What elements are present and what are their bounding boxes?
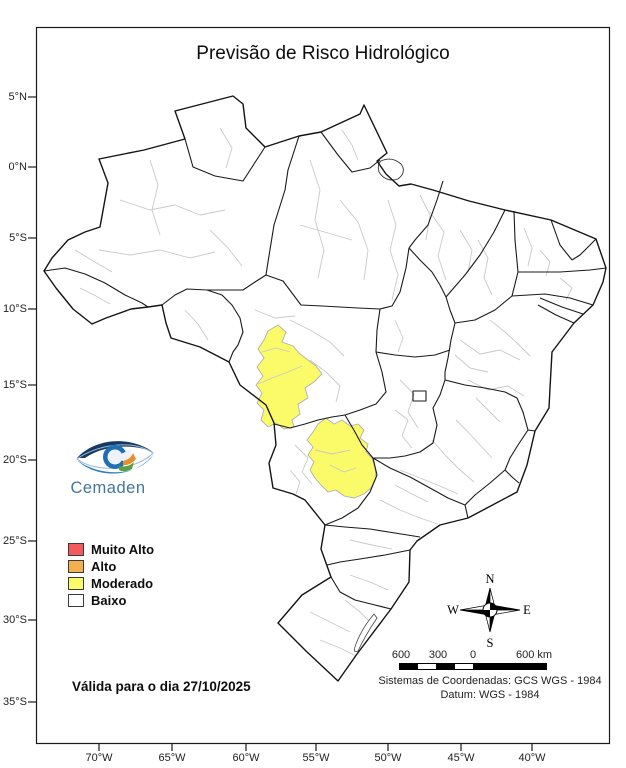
lon-label-65w: 65°W [158, 752, 186, 764]
lon-label-50w: 50°W [374, 752, 402, 764]
coordinate-system-note: Sistemas de Coordenadas: GCS WGS - 1984 … [372, 675, 608, 702]
state-boundaries [43, 131, 607, 610]
compass-w-label: W [447, 603, 459, 617]
lon-label-45w: 45°W [447, 752, 475, 764]
legend-label-muito-alto: Muito Alto [91, 542, 155, 557]
legend-label-moderado: Moderado [91, 576, 154, 591]
marajo-island [377, 158, 404, 181]
compass-n-label: N [485, 572, 494, 586]
scale-bar-segment [399, 663, 418, 670]
lon-label-60w: 60°W [232, 752, 260, 764]
lon-label-40w: 40°W [518, 752, 546, 764]
lat-label-0n: 0°N [8, 160, 27, 173]
latitude-ticks [28, 96, 36, 703]
lon-label-55w: 55°W [302, 752, 330, 764]
legend-swatch-moderado [68, 577, 84, 590]
lat-label-5n: 5°N [8, 90, 27, 103]
scale-bar-segment [436, 663, 455, 670]
page-title: Previsão de Risco Hidrológico [196, 43, 450, 64]
cemaden-logo-icon [76, 441, 154, 474]
lon-label-70w: 70°W [85, 752, 113, 764]
legend-label-alto: Alto [91, 559, 117, 574]
lat-label-25s: 25°S [3, 534, 27, 547]
scale-bar-segment [417, 663, 437, 670]
scale-bar-segment [454, 663, 474, 670]
patos-lagoon [354, 613, 378, 653]
compass-e-label: E [523, 603, 531, 617]
map-frame [35, 26, 611, 745]
lat-label-35s: 35°S [3, 695, 27, 708]
lat-label-30s: 30°S [3, 613, 27, 626]
scale-bar-segment [473, 663, 547, 670]
brazil-country-outline [43, 95, 607, 682]
longitude-ticks [98, 744, 533, 751]
scale-label-600km: 600 km [515, 649, 553, 661]
lat-label-5s: 5°S [9, 231, 27, 244]
scale-label-300: 300 [428, 649, 448, 661]
validity-note: Válida para o dia 27/10/2025 [72, 679, 251, 694]
lat-label-15s: 15°S [3, 378, 27, 391]
compass-s-label: S [487, 636, 494, 650]
cemaden-logo-text: Cemaden [70, 479, 146, 497]
municipality-boundaries [74, 127, 573, 657]
legend-swatch-muito-alto [68, 543, 84, 556]
brazil-landmass [44, 96, 606, 681]
compass-rose: N E S W [447, 572, 531, 650]
coordinate-system-line1: Sistemas de Coordenadas: GCS WGS - 1984 [378, 675, 602, 687]
municipality-boundaries-in-highlight [257, 347, 357, 473]
legend-swatch-alto [68, 560, 84, 573]
legend-label-baixo: Baixo [91, 593, 127, 608]
risk-region-mato-grosso [255, 324, 323, 430]
lat-label-10s: 10°S [3, 302, 27, 315]
scale-label-600-left: 600 [391, 649, 411, 661]
lat-label-20s: 20°S [3, 453, 27, 466]
scale-label-0: 0 [469, 649, 477, 661]
coordinate-system-line2: Datum: WGS - 1984 [440, 688, 540, 701]
legend-swatch-baixo [68, 594, 84, 607]
